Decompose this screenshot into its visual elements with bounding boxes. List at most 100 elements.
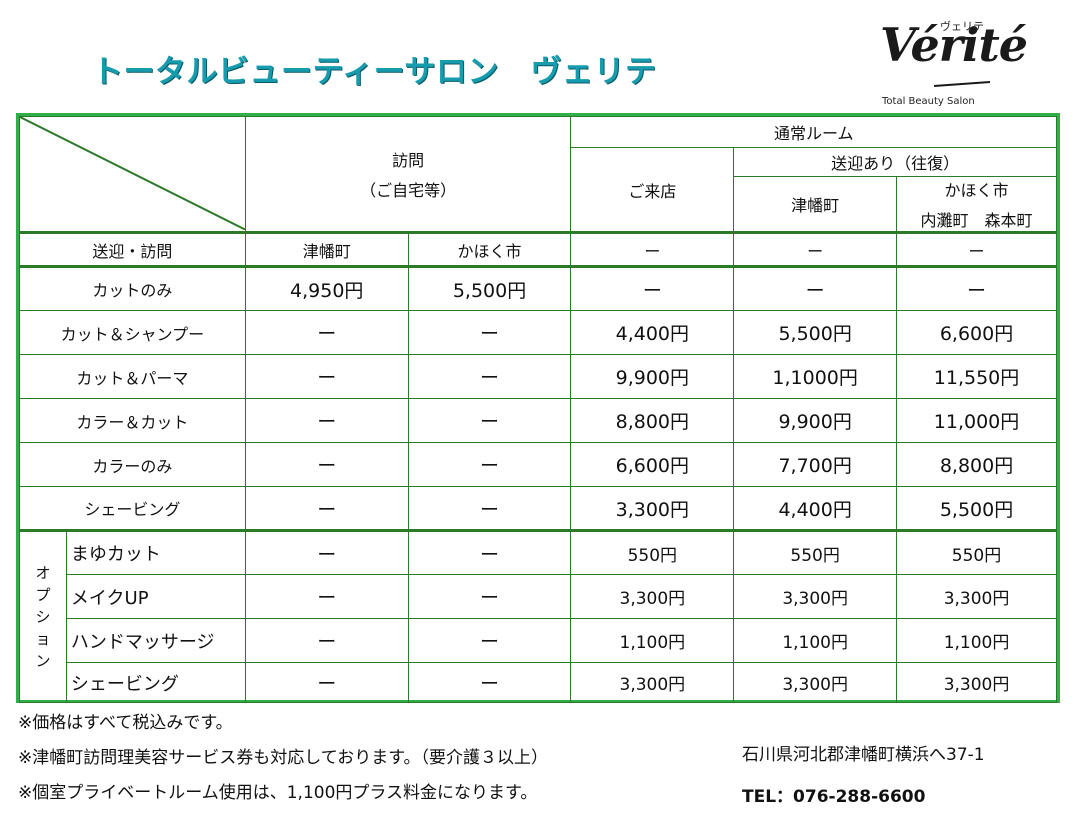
table-cell: ー [896, 232, 1057, 268]
table-row: カラー＆カット ー ー 8,800円 9,900円 11,000円 [19, 398, 1057, 443]
table-cell: ー [407, 486, 572, 531]
table-cell: 1,100円 [733, 618, 898, 663]
table-cell: 1,100円 [570, 618, 735, 663]
normal-room-header: 通常ルーム [570, 116, 1057, 148]
table-cell: ー [244, 354, 409, 399]
salon-logo: Vérité ヴェリテ Total Beauty Salon [880, 14, 1028, 114]
visit-sub-label: （ご自宅等） [360, 181, 457, 200]
table-cell: 1,1000円 [733, 354, 898, 399]
table-cell: 11,550円 [896, 354, 1057, 399]
visit-header: 訪問 （ご自宅等） [244, 116, 572, 234]
kahoku-sub-label: 内灘町 森本町 [920, 211, 1033, 230]
table-cell: 4,400円 [733, 486, 898, 531]
table-cell: ー [570, 232, 735, 268]
table-cell: ー [244, 310, 409, 355]
table-cell: ー [244, 529, 409, 575]
table-cell: 9,900円 [733, 398, 898, 443]
table-cell: 3,300円 [570, 662, 735, 703]
table-cell: 6,600円 [896, 310, 1057, 355]
tsubata-header: 津幡町 [733, 176, 898, 234]
price-table-frame: 訪問 （ご自宅等） 通常ルーム ご来店 送迎あり（往復） 津幡町 かほく市 内灘… [16, 113, 1060, 703]
table-cell: ー [244, 398, 409, 443]
table-cell: 11,000円 [896, 398, 1057, 443]
logo-kana: ヴェリテ [940, 20, 984, 33]
table-cell: 8,800円 [570, 398, 735, 443]
table-row: カラーのみ ー ー 6,600円 7,700円 8,800円 [19, 442, 1057, 487]
note-line: ※価格はすべて税込みです。 [18, 713, 233, 733]
table-cell: ー [244, 618, 409, 663]
kahoku-header: かほく市 内灘町 森本町 [896, 176, 1057, 234]
table-cell: 3,300円 [733, 574, 898, 619]
diagonal-line [20, 117, 245, 230]
table-cell: 津幡町 [244, 232, 409, 268]
row-label: メイクUP [65, 574, 246, 619]
table-row: カットのみ 4,950円 5,500円 ー ー ー [19, 266, 1057, 311]
table-cell: ー [407, 662, 572, 703]
shop-header: ご来店 [570, 147, 735, 234]
notes: ※価格はすべて税込みです。 ※津幡町訪問理美容サービス券も対応しております。（要… [18, 706, 548, 811]
table-cell: ー [733, 232, 898, 268]
table-cell: ー [407, 442, 572, 487]
option-label-text: オプション [35, 564, 51, 670]
row-label: カラー＆カット [19, 398, 246, 443]
table-cell: 6,600円 [570, 442, 735, 487]
corner-cell [19, 116, 246, 234]
row-label: まゆカット [65, 529, 246, 575]
logo-underline [933, 81, 991, 87]
table-cell: かほく市 [407, 232, 572, 268]
phone-number: TEL：076-288-6600 [742, 787, 926, 807]
table-row: オプション まゆカット ー ー 550円 550円 550円 [19, 529, 1057, 703]
table-cell: 4,950円 [244, 266, 409, 311]
table-cell: 3,300円 [570, 486, 735, 531]
pickup-header: 送迎あり（往復） [733, 147, 1057, 177]
table-row: カット＆パーマ ー ー 9,900円 1,1000円 11,550円 [19, 354, 1057, 399]
table-cell: 7,700円 [733, 442, 898, 487]
table-cell: 550円 [733, 529, 898, 575]
table-cell: ー [407, 529, 572, 575]
table-cell: 8,800円 [896, 442, 1057, 487]
table-cell: ー [407, 310, 572, 355]
price-table: 訪問 （ご自宅等） 通常ルーム ご来店 送迎あり（往復） 津幡町 かほく市 内灘… [19, 116, 1057, 703]
row-label: カラーのみ [19, 442, 246, 487]
table-cell: ー [244, 442, 409, 487]
table-cell: 3,300円 [733, 662, 898, 703]
table-cell: ー [244, 662, 409, 703]
row-label: シェービング [19, 486, 246, 531]
table-cell: ー [407, 398, 572, 443]
row-label: シェービング [65, 662, 246, 703]
table-cell: 3,300円 [896, 574, 1057, 619]
row-label: ハンドマッサージ [65, 618, 246, 663]
row-label: カット＆シャンプー [19, 310, 246, 355]
table-row: シェービング ー ー 3,300円 4,400円 5,500円 [19, 486, 1057, 531]
page-title: トータルビューティーサロン ヴェリテ [92, 54, 657, 90]
table-cell: 9,900円 [570, 354, 735, 399]
table-row: カット＆シャンプー ー ー 4,400円 5,500円 6,600円 [19, 310, 1057, 355]
table-cell: 4,400円 [570, 310, 735, 355]
table-cell: 5,500円 [896, 486, 1057, 531]
table-cell: ー [733, 266, 898, 311]
table-cell: 3,300円 [570, 574, 735, 619]
table-cell: ー [407, 618, 572, 663]
note-line: ※津幡町訪問理美容サービス券も対応しております。（要介護３以上） [18, 748, 549, 768]
row-label: カットのみ [19, 266, 246, 311]
table-row: メイクUP ー ー 3,300円 3,300円 3,300円 [20, 574, 1057, 619]
table-cell: 550円 [570, 529, 735, 575]
table-cell: ー [244, 486, 409, 531]
table-cell: ー [407, 354, 572, 399]
kahoku-label: かほく市 [944, 181, 1009, 200]
table-row: ハンドマッサージ ー ー 1,100円 1,100円 1,100円 [20, 618, 1057, 663]
table-row: シェービング ー ー 3,300円 3,300円 3,300円 [20, 662, 1057, 703]
table-cell: 3,300円 [896, 662, 1057, 703]
row-label: 送迎・訪問 [19, 232, 246, 268]
note-line: ※個室プライベートルーム使用は、1,100円プラス料金になります。 [18, 783, 538, 803]
address: 石川県河北郡津幡町横浜へ37-1 [742, 745, 985, 765]
table-cell: ー [244, 574, 409, 619]
table-cell: 5,500円 [733, 310, 898, 355]
table-cell: ー [896, 266, 1057, 311]
table-cell: 550円 [896, 529, 1057, 575]
logo-subtitle: Total Beauty Salon [882, 96, 975, 107]
table-cell: 1,100円 [896, 618, 1057, 663]
visit-label: 訪問 [392, 151, 425, 170]
row-label: カット＆パーマ [19, 354, 246, 399]
option-label: オプション [19, 529, 67, 703]
